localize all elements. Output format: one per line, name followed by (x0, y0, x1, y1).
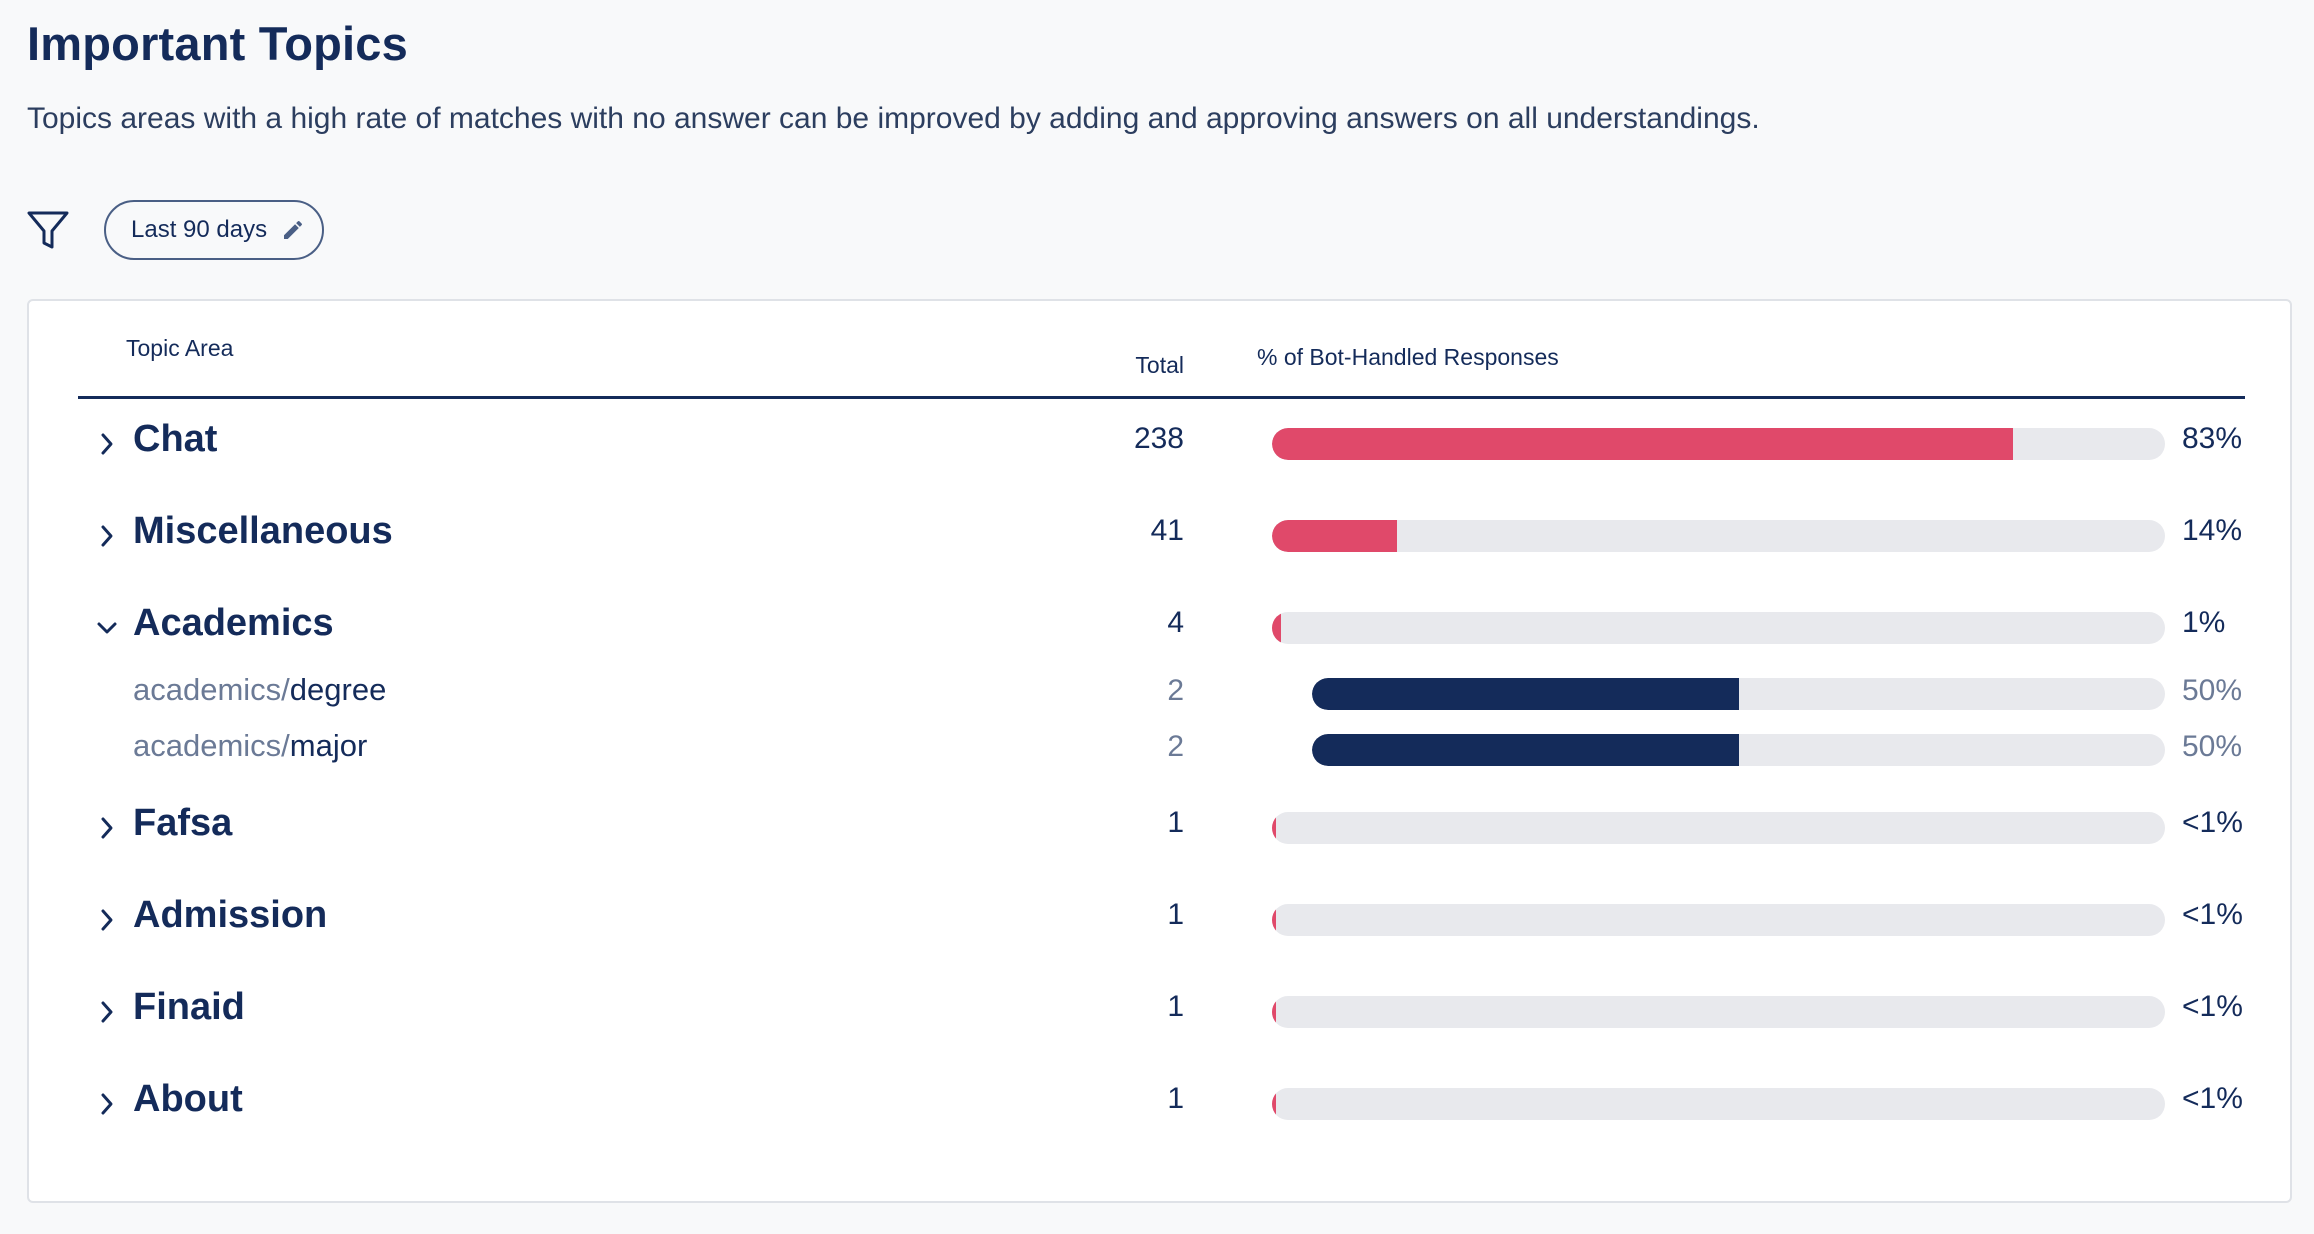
progress-fill (1272, 612, 1281, 644)
table-row: Fafsa 1 <1% (29, 796, 2290, 888)
topic-total: 238 (1133, 422, 1184, 455)
subtopic-row[interactable]: academics/degree 2 50% (29, 666, 2290, 722)
table-row: Miscellaneous 41 14% (29, 504, 2290, 596)
topic-name[interactable]: Finaid (133, 986, 245, 1028)
progress-fill (1272, 428, 2013, 460)
progress-track (1272, 612, 2165, 644)
subtopic-total: 2 (1167, 674, 1184, 707)
date-range-chip[interactable]: Last 90 days (104, 200, 324, 260)
topic-total: 1 (1167, 1082, 1184, 1115)
subtopic-prefix: academics/ (133, 672, 290, 707)
page-title: Important Topics (27, 17, 408, 70)
subtopic-prefix: academics/ (133, 728, 290, 763)
topics-table-card: Topic Area Total % of Bot-Handled Respon… (27, 299, 2292, 1203)
header-divider (78, 396, 2245, 399)
topic-total: 1 (1167, 898, 1184, 931)
pencil-icon (284, 220, 303, 239)
column-header-total: Total (1135, 352, 1184, 378)
topic-percent: <1% (2182, 898, 2243, 931)
progress-fill (1272, 1088, 1276, 1120)
subtopic-name: academics/major (133, 728, 367, 764)
subtopic-name: academics/degree (133, 672, 386, 708)
topic-total: 41 (1150, 514, 1184, 547)
column-header-topic-area: Topic Area (126, 335, 234, 361)
table-row: Admission 1 <1% (29, 888, 2290, 980)
chevron-right-icon[interactable] (93, 998, 121, 1026)
topic-total: 1 (1167, 806, 1184, 839)
progress-track (1272, 812, 2165, 844)
subtopic-percent: 50% (2182, 730, 2243, 763)
chevron-right-icon[interactable] (93, 522, 121, 550)
chevron-right-icon[interactable] (93, 430, 121, 458)
progress-track (1312, 678, 2165, 710)
topic-total: 4 (1167, 606, 1184, 639)
progress-track (1272, 996, 2165, 1028)
progress-track (1272, 904, 2165, 936)
subtopic-row[interactable]: academics/major 2 50% (29, 722, 2290, 778)
topic-name[interactable]: About (133, 1078, 243, 1120)
progress-track (1272, 428, 2165, 460)
progress-fill (1312, 678, 1739, 710)
chevron-right-icon[interactable] (93, 814, 121, 842)
subtopic-leaf: degree (289, 672, 387, 707)
table-row: Finaid 1 <1% (29, 980, 2290, 1072)
topic-name[interactable]: Academics (133, 602, 334, 644)
subtopic-total: 2 (1167, 730, 1184, 763)
progress-track (1272, 520, 2165, 552)
progress-fill (1272, 520, 1397, 552)
subtopic-percent: 50% (2182, 674, 2243, 707)
topic-percent: <1% (2182, 806, 2243, 839)
table-row: Chat 238 83% (29, 412, 2290, 504)
topic-name[interactable]: Admission (133, 894, 328, 936)
chevron-right-icon[interactable] (93, 1090, 121, 1118)
progress-fill (1272, 812, 1276, 844)
topic-percent: 83% (2182, 422, 2243, 455)
topic-percent: <1% (2182, 990, 2243, 1023)
topic-name[interactable]: Fafsa (133, 802, 233, 844)
subtopic-leaf: major (289, 728, 368, 763)
progress-fill (1272, 904, 1276, 936)
filter-icon[interactable] (26, 208, 70, 252)
chevron-down-icon[interactable] (93, 614, 121, 642)
table-row: About 1 <1% (29, 1072, 2290, 1164)
progress-track (1312, 734, 2165, 766)
topic-name[interactable]: Miscellaneous (133, 510, 393, 552)
progress-fill (1312, 734, 1739, 766)
date-range-label: Last 90 days (131, 216, 268, 243)
topic-percent: <1% (2182, 1082, 2243, 1115)
column-header-bot-handled: % of Bot-Handled Responses (1257, 344, 1559, 370)
topic-name[interactable]: Chat (133, 418, 218, 460)
page-subtitle: Topics areas with a high rate of matches… (27, 102, 1760, 135)
progress-fill (1272, 996, 1276, 1028)
chevron-right-icon[interactable] (93, 906, 121, 934)
table-row: Academics 4 1% (29, 596, 2290, 688)
progress-track (1272, 1088, 2165, 1120)
topic-percent: 14% (2182, 514, 2243, 547)
topic-total: 1 (1167, 990, 1184, 1023)
topic-percent: 1% (2182, 606, 2226, 639)
